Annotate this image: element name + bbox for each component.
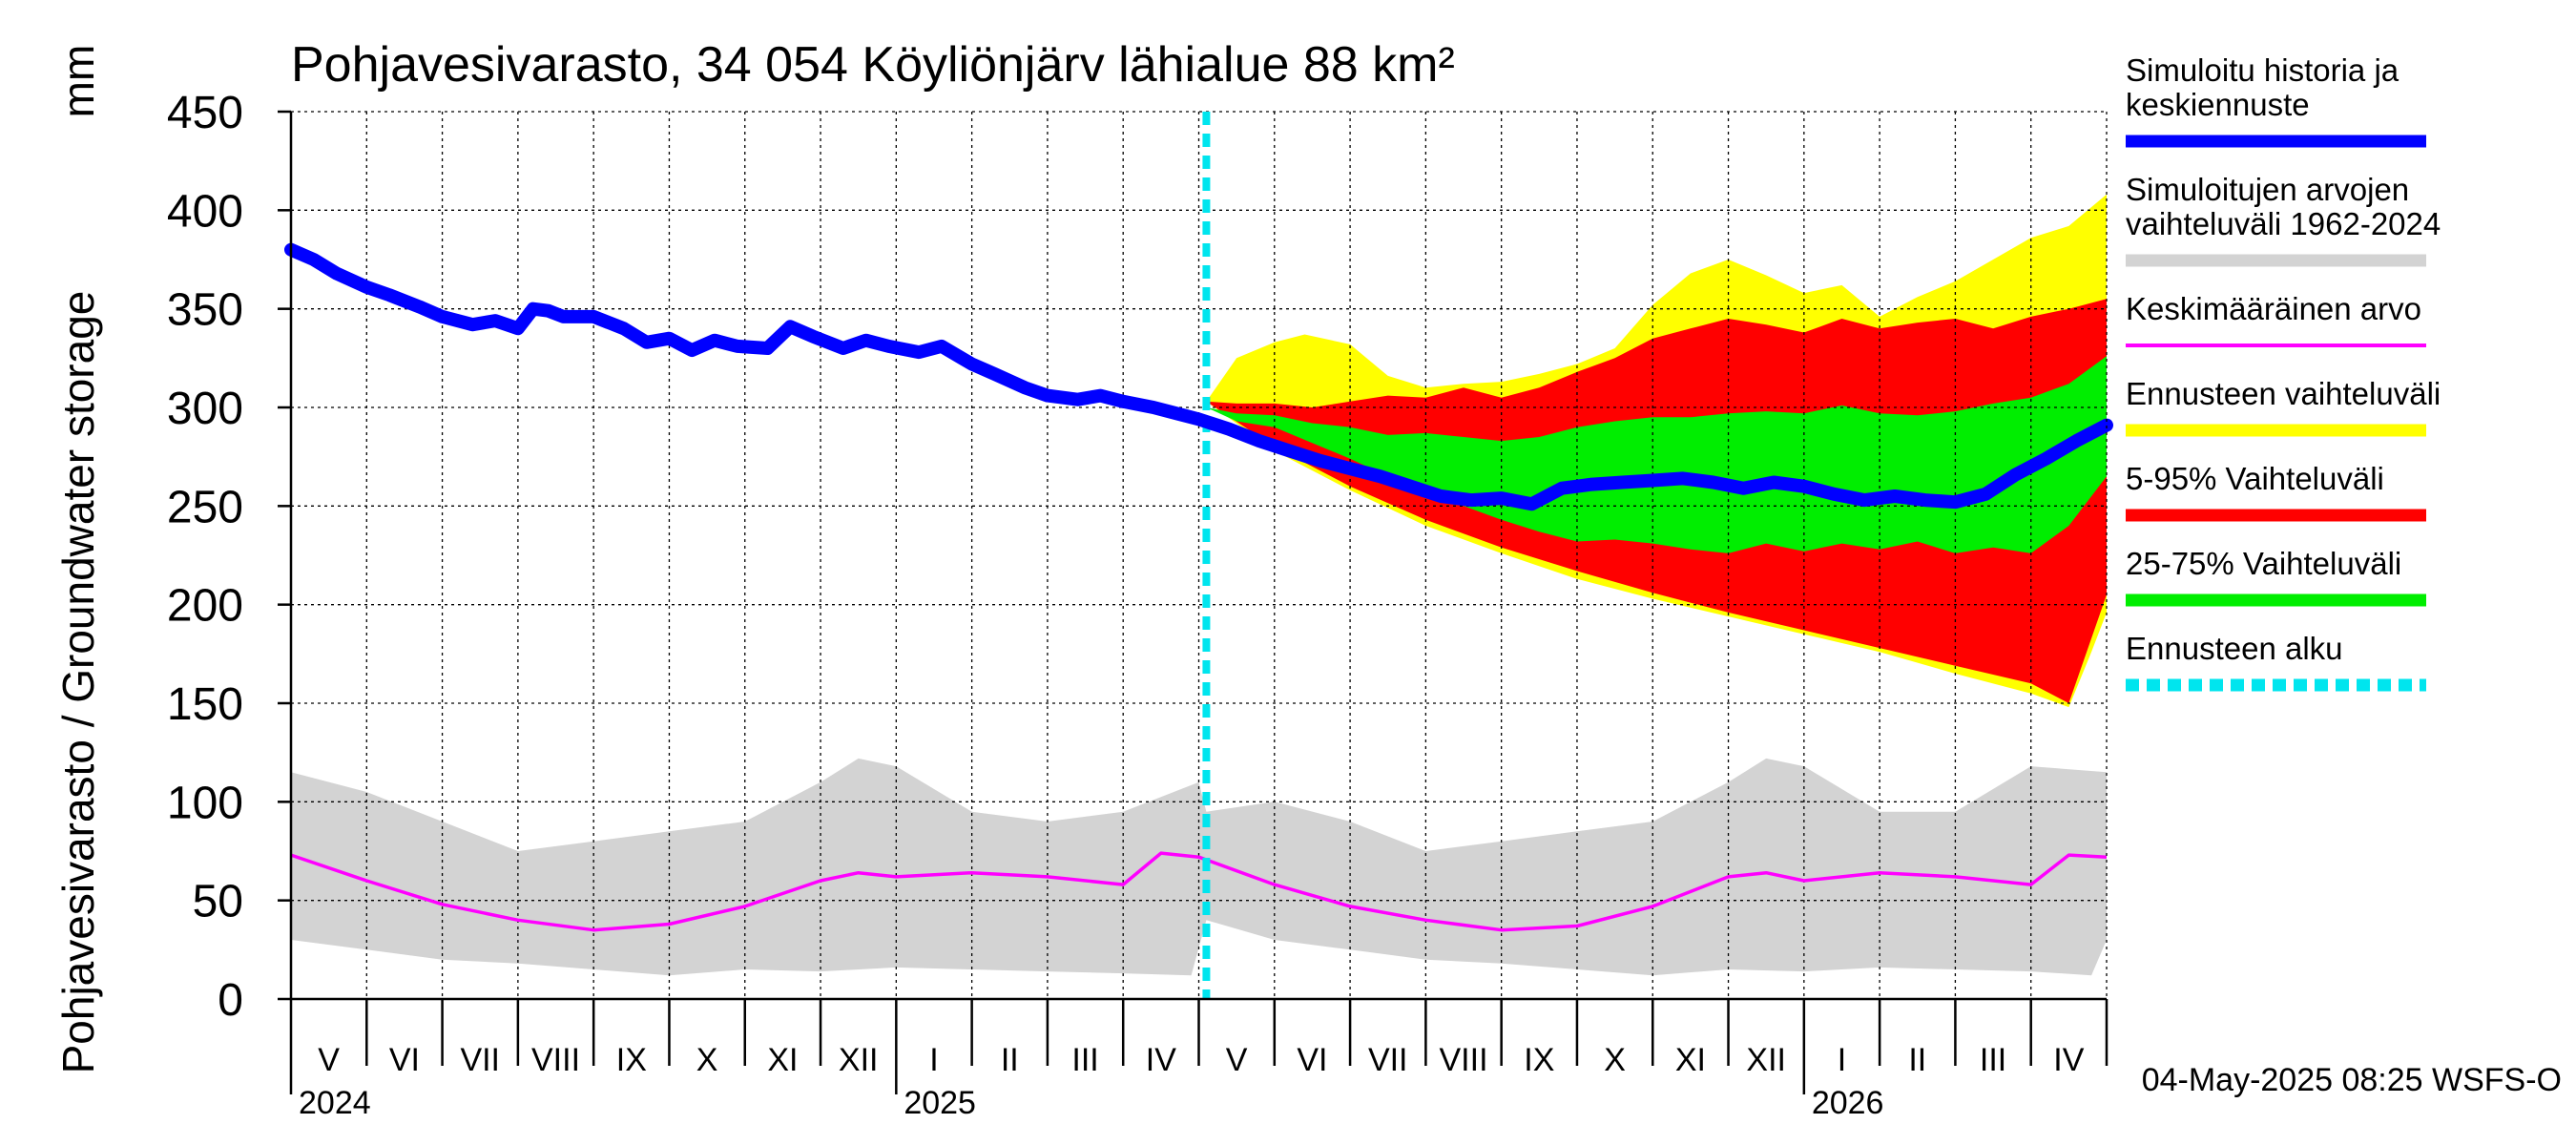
- month-label: XII: [1746, 1042, 1786, 1078]
- y-tick-label: 150: [167, 679, 243, 730]
- legend-label: Simuloitujen arvojen vaihteluväli 1962-20…: [2126, 172, 2441, 241]
- grid-layer: [291, 111, 2107, 999]
- legend-label: Keskimääräinen arvo: [2126, 291, 2421, 326]
- legend-item: 25-75% Vaihteluväli: [2126, 546, 2426, 607]
- y-tick-label: 400: [167, 186, 243, 237]
- month-label: VI: [389, 1042, 420, 1078]
- legend-label: 5-95% Vaihteluväli: [2126, 461, 2384, 496]
- month-label: VII: [1368, 1042, 1408, 1078]
- chart-title: Pohjavesivarasto, 34 054 Köyliönjärv läh…: [291, 37, 1455, 93]
- month-label: V: [1226, 1042, 1248, 1078]
- legend-item: Ennusteen alku: [2126, 631, 2426, 692]
- legend-label: Ennusteen vaihteluväli: [2126, 376, 2441, 411]
- month-label: IX: [1524, 1042, 1554, 1078]
- month-label: V: [318, 1042, 340, 1078]
- month-label: III: [1071, 1042, 1098, 1078]
- month-label: X: [1604, 1042, 1626, 1078]
- history-median-line: [284, 242, 2113, 511]
- month-label: VI: [1297, 1042, 1327, 1078]
- y-axis-label: Pohjavesivarasto / Groundwater storage: [53, 291, 103, 1074]
- month-label: I: [929, 1042, 938, 1078]
- legend-item: Simuloitujen arvojen vaihteluväli 1962-20…: [2126, 172, 2441, 267]
- y-axis-unit: mm: [53, 45, 103, 118]
- month-label: II: [1001, 1042, 1019, 1078]
- month-label: I: [1838, 1042, 1846, 1078]
- year-label: 2025: [904, 1085, 976, 1121]
- month-label: VIII: [1440, 1042, 1488, 1078]
- month-label: IV: [1146, 1042, 1176, 1078]
- month-label: III: [1980, 1042, 2006, 1078]
- legend-label: Simuloitu historia ja keskiennuste: [2126, 52, 2399, 122]
- month-label: XI: [1675, 1042, 1706, 1078]
- y-tick-label: 100: [167, 778, 243, 828]
- y-tick-label: 450: [167, 88, 243, 138]
- legend-item: 5-95% Vaihteluväli: [2126, 461, 2426, 522]
- y-tick-label: 0: [218, 975, 243, 1026]
- month-label: VIII: [531, 1042, 580, 1078]
- month-label: II: [1908, 1042, 1926, 1078]
- month-label: IV: [2053, 1042, 2084, 1078]
- legend-label: Ennusteen alku: [2126, 631, 2343, 666]
- legend-item: Keskimääräinen arvo: [2126, 291, 2426, 347]
- month-label: VII: [460, 1042, 500, 1078]
- month-label: XII: [839, 1042, 879, 1078]
- month-label: IX: [616, 1042, 647, 1078]
- y-tick-label: 350: [167, 285, 243, 336]
- legend: Simuloitu historia ja keskiennuste Simuloi…: [2126, 52, 2441, 692]
- legend-item: Ennusteen vaihteluväli: [2126, 376, 2441, 437]
- y-tick-label: 300: [167, 384, 243, 434]
- month-label: XI: [767, 1042, 798, 1078]
- timestamp: 04-May-2025 08:25 WSFS-O: [2142, 1062, 2562, 1098]
- legend-label: 25-75% Vaihteluväli: [2126, 546, 2401, 581]
- y-tick-label: 200: [167, 581, 243, 632]
- month-label: X: [696, 1042, 718, 1078]
- legend-item: Simuloitu historia ja keskiennuste: [2126, 52, 2426, 148]
- year-label: 2026: [1812, 1085, 1884, 1121]
- mean-value-line: [290, 851, 2108, 932]
- axes-layer: [278, 110, 2109, 1094]
- line-layer: [284, 112, 2113, 999]
- year-label: 2024: [299, 1085, 371, 1121]
- y-tick-label: 250: [167, 482, 243, 532]
- y-tick-label: 50: [193, 877, 243, 927]
